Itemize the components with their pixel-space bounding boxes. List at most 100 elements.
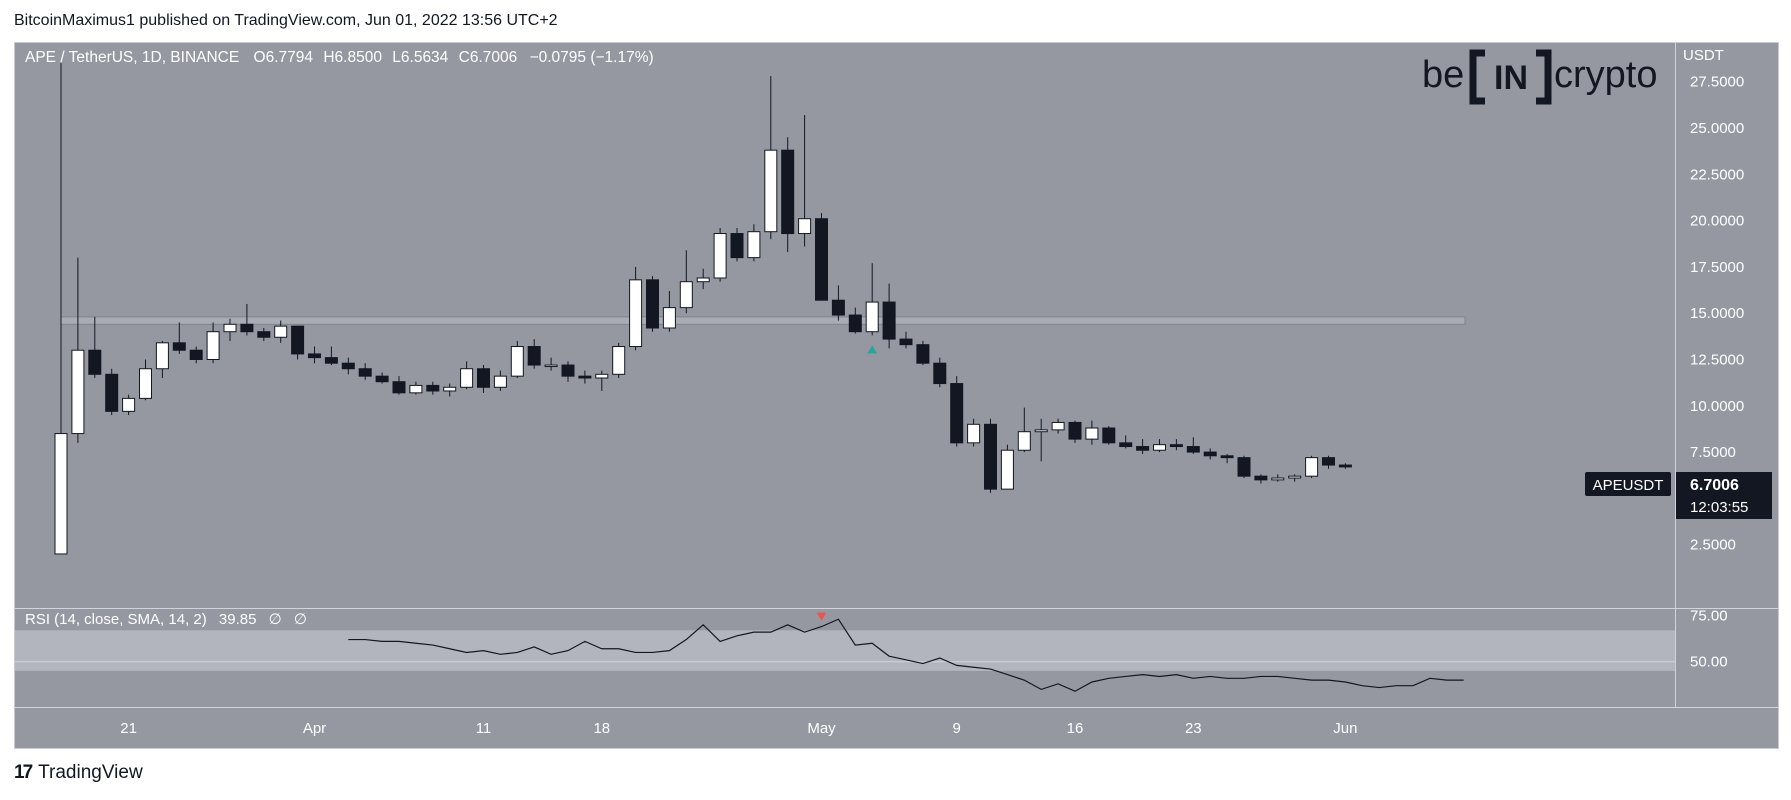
- price-tick-label: 17.5000: [1690, 259, 1744, 276]
- candle-body: [646, 279, 659, 329]
- candle-body: [1051, 421, 1065, 431]
- rsi-line: [348, 618, 1464, 692]
- time-axis-label: Apr: [303, 720, 326, 737]
- candle-body: [189, 349, 203, 360]
- price-tick-label: 25.0000: [1690, 120, 1744, 137]
- sell-marker-icon: [816, 612, 827, 621]
- candle-body: [679, 281, 693, 309]
- candle-body: [798, 218, 812, 235]
- legend-high: 6.8500: [335, 49, 383, 66]
- candle-body: [409, 384, 423, 394]
- candle-body: [1169, 444, 1183, 448]
- legend-h-label: H: [323, 49, 334, 66]
- candle-body: [612, 346, 626, 375]
- buy-marker-icon: [867, 345, 878, 354]
- candle-body: [172, 342, 186, 351]
- candle-body: [899, 338, 913, 346]
- candle-body: [1203, 451, 1217, 457]
- time-axis-bg[interactable]: [15, 708, 1778, 748]
- candle-body: [578, 375, 592, 379]
- price-axis-unit: USDT: [1683, 47, 1724, 64]
- rsi-band: [15, 630, 1675, 671]
- candle-body: [443, 386, 457, 392]
- candle-body: [510, 346, 524, 377]
- candle-body: [527, 346, 541, 366]
- candle-body: [764, 149, 778, 233]
- candle-body: [933, 362, 947, 385]
- candle-body: [713, 233, 727, 279]
- candle-body: [1068, 421, 1082, 440]
- candle-body: [595, 373, 609, 379]
- candle-body: [1017, 431, 1031, 451]
- publish-line: BitcoinMaximus1 published on TradingView…: [14, 12, 558, 29]
- candle-body: [916, 344, 930, 364]
- candle-body: [139, 368, 152, 399]
- candle-body: [984, 423, 997, 490]
- time-axis-label: May: [807, 720, 836, 737]
- candle-body: [71, 349, 85, 435]
- candle-body: [1102, 427, 1116, 444]
- time-axis-label: 23: [1185, 720, 1202, 737]
- candle-body: [1085, 427, 1099, 440]
- candles-group: [54, 63, 1352, 555]
- candle-body: [291, 325, 305, 355]
- price-tick-label: 22.5000: [1690, 166, 1744, 183]
- tradingview-brand: TradingView: [38, 762, 143, 783]
- resistance-zone: [60, 316, 1466, 325]
- price-tick-label: 2.5000: [1690, 537, 1736, 554]
- candle-body: [696, 277, 710, 283]
- legend-close: 6.7006: [470, 49, 517, 66]
- tradingview-footer[interactable]: 17 TradingView: [14, 762, 143, 784]
- candle-body: [358, 368, 372, 377]
- candle-body: [865, 301, 879, 333]
- candle-body: [730, 233, 744, 259]
- price-tag-bg: [1676, 472, 1772, 519]
- candle-body: [882, 301, 896, 340]
- chart-frame[interactable]: 27.5000 25.0000 22.5000 20.0000 17.5000 15.00…: [14, 42, 1779, 749]
- watermark-in: IN: [1494, 59, 1528, 97]
- watermark-bracket-right: [1536, 49, 1552, 105]
- rsi-legend-label: RSI (14, close, SMA, 14, 2): [25, 611, 207, 628]
- candle-body: [848, 314, 862, 333]
- watermark-bracket-left: [1469, 49, 1485, 105]
- time-axis-label: 21: [120, 720, 137, 737]
- candle-body: [1305, 457, 1319, 477]
- chart-legend: APE / TetherUS, 1D, BINANCE O6.7794 H6.8…: [25, 49, 654, 66]
- candle-body: [561, 364, 575, 377]
- rsi-value: 39.85: [219, 611, 257, 628]
- candle-body: [155, 342, 169, 370]
- candle-body: [781, 149, 795, 235]
- candle-body: [206, 331, 220, 360]
- candle-body: [831, 299, 845, 316]
- last-price-value: 6.7006: [1690, 477, 1739, 494]
- candle-body: [460, 368, 474, 388]
- watermark-crypto: crypto: [1554, 54, 1657, 96]
- candle-body: [1237, 457, 1251, 477]
- candle-body: [240, 323, 254, 333]
- candle-body: [1136, 446, 1150, 451]
- price-tick-label: 20.0000: [1690, 213, 1744, 230]
- rsi-extra-2: ∅: [294, 611, 307, 628]
- rsi-axis-bg[interactable]: [1675, 609, 1778, 707]
- chart-svg[interactable]: 27.5000 25.0000 22.5000 20.0000 17.5000 15.00…: [15, 43, 1778, 748]
- legend-change: −0.0795 (−1.17%): [530, 49, 654, 66]
- candle-body: [324, 357, 338, 364]
- candle-body: [747, 231, 761, 259]
- legend-open: 6.7794: [266, 49, 314, 66]
- time-axis-label: 9: [953, 720, 961, 737]
- symbol-tag-bg: [1585, 472, 1671, 496]
- tradingview-logo-icon: 17: [14, 762, 33, 783]
- candle-body: [1338, 464, 1352, 468]
- rsi-extra-1: ∅: [269, 611, 282, 628]
- candle-body: [54, 433, 68, 555]
- candle-body: [341, 362, 355, 370]
- last-price-badge[interactable]: APEUSDT 6.7006 12:03:55: [1585, 472, 1772, 519]
- candle-body: [662, 307, 676, 329]
- candle-body: [544, 364, 558, 368]
- candle-body: [308, 353, 321, 359]
- candle-body: [257, 331, 271, 338]
- price-tick-label: 27.5000: [1690, 74, 1744, 91]
- price-pane-bg[interactable]: [15, 43, 1675, 608]
- candle-body: [950, 383, 964, 444]
- candle-body: [1322, 457, 1335, 466]
